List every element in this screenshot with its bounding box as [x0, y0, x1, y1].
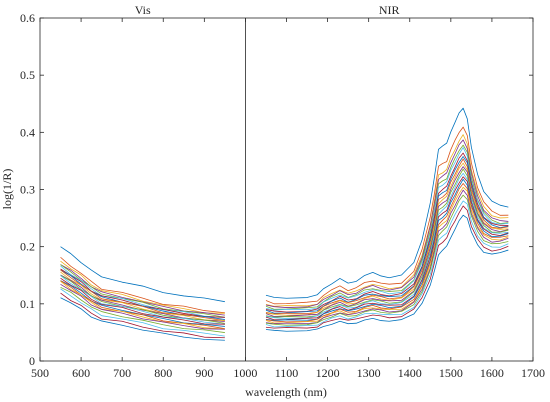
- nir-spectrum-line: [265, 183, 509, 323]
- nir-spectrum-line: [265, 214, 509, 332]
- x-tick-label: 1500: [439, 366, 463, 380]
- nir-spectrum-line: [265, 168, 509, 318]
- x-tick-label: 900: [195, 366, 213, 380]
- nir-spectrum-line: [265, 107, 509, 299]
- nir-spectrum-line: [265, 126, 509, 305]
- panel-title-vis: Vis: [135, 3, 151, 17]
- x-tick-label: 1200: [316, 366, 340, 380]
- y-tick-label: 0.2: [20, 240, 35, 254]
- vis-spectrum-line: [60, 265, 225, 318]
- vis-spectrum-line: [60, 297, 225, 341]
- x-tick-label: 1100: [275, 366, 299, 380]
- y-tick-label: 0: [29, 354, 35, 368]
- vis-spectrum-line: [60, 269, 225, 321]
- nir-spectrum-line: [265, 194, 509, 326]
- panel-title-nir: NIR: [379, 3, 400, 17]
- vis-spectrum-line: [60, 283, 225, 330]
- nir-spectrum-line: [265, 189, 509, 325]
- nir-spectrum-line: [265, 186, 509, 324]
- vis-spectrum-line: [60, 246, 225, 303]
- x-tick-label: 1700: [521, 366, 545, 380]
- x-tick-label: 500: [31, 366, 49, 380]
- nir-spectrum-line: [265, 205, 509, 329]
- x-tick-label: 800: [154, 366, 172, 380]
- x-tick-label: 1000: [233, 366, 257, 380]
- nir-spectrum-line: [265, 147, 509, 311]
- nir-spectrum-line: [265, 178, 509, 321]
- y-tick-label: 0.3: [20, 183, 35, 197]
- vis-spectrum-line: [60, 275, 225, 325]
- x-tick-label: 1600: [480, 366, 504, 380]
- x-tick-label: 600: [72, 366, 90, 380]
- nir-spectrum-line: [265, 134, 509, 307]
- y-tick-label: 0.5: [20, 68, 35, 82]
- y-tick-label: 0.1: [20, 297, 35, 311]
- vis-spectrum-line: [60, 260, 225, 314]
- vis-spectrum-line: [60, 268, 225, 318]
- x-tick-label: 1400: [398, 366, 422, 380]
- x-axis-label: wavelength (nm): [245, 385, 327, 399]
- x-tick-label: 1300: [357, 366, 381, 380]
- vis-spectrum-line: [60, 288, 225, 337]
- nir-spectrum-line: [265, 176, 509, 321]
- nir-spectrum-line: [265, 156, 509, 314]
- vis-spectrum-line: [60, 264, 225, 316]
- series-layer: [60, 107, 509, 341]
- y-tick-label: 0.4: [20, 125, 35, 139]
- nir-spectrum-line: [265, 158, 509, 315]
- nir-spectrum-line: [265, 144, 509, 310]
- vis-spectrum-line: [60, 286, 225, 333]
- vis-spectrum-line: [60, 277, 225, 325]
- y-tick-label: 0.6: [20, 11, 35, 25]
- nir-spectrum-line: [265, 139, 509, 308]
- x-tick-label: 700: [113, 366, 131, 380]
- vis-spectrum-line: [60, 281, 225, 330]
- nir-spectrum-line: [265, 166, 509, 317]
- ticks-layer: 500 600 700 800 900 1000 1100 1200 1300 1400 1500 1…: [20, 11, 545, 380]
- vis-spectrum-line: [60, 271, 225, 321]
- vis-spectrum-line: [60, 256, 225, 314]
- nir-spectrum-line: [265, 200, 509, 328]
- vis-spectrum-line: [60, 292, 225, 339]
- vis-spectrum-line: [60, 280, 225, 327]
- y-axis-label: log(1/R): [0, 169, 14, 210]
